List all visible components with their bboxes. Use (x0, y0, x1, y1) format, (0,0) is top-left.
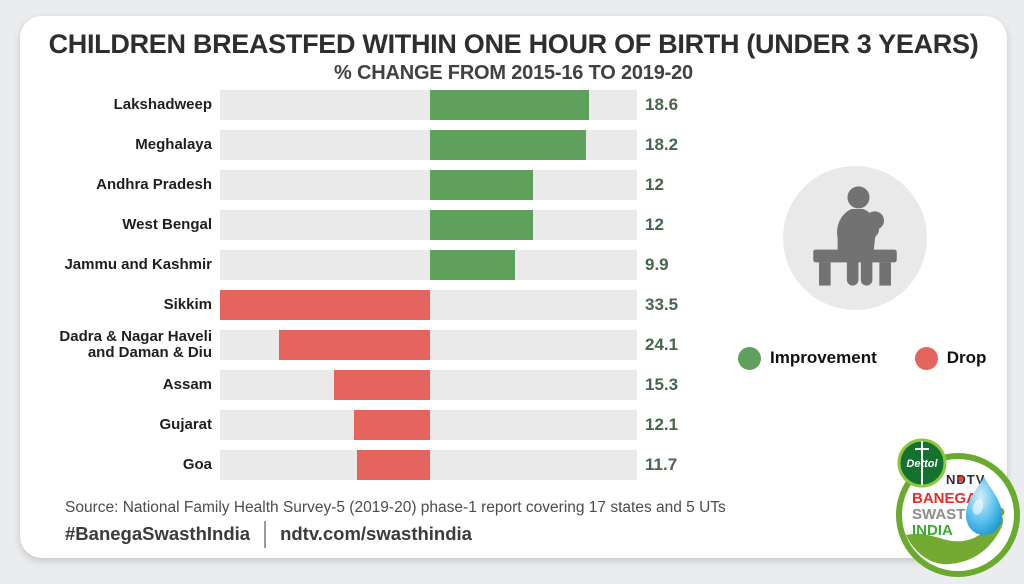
bar-track (220, 250, 637, 280)
legend-dot-drop (914, 346, 938, 370)
chart-row: Dadra & Nagar Haveli and Daman & Diu 24.1 (20, 328, 725, 368)
legend-label: Drop (946, 348, 987, 367)
infographic-card: CHILDREN BREASTFED WITHIN ONE HOUR OF BI… (20, 16, 1020, 577)
bar-chart: Lakshadweep 18.6 Meghalaya 18.2 Andhra Prade… (20, 88, 725, 488)
breastfeeding-icon (783, 166, 927, 310)
state-label: Sikkim (163, 296, 212, 314)
banega-swasth-india-logo: BANEGA SWASTH INDIA NDTV Dettol (886, 437, 1024, 579)
svg-text:INDIA: INDIA (912, 522, 953, 539)
state-label: Assam (162, 376, 212, 394)
svg-text:NDTV: NDTV (946, 472, 985, 487)
breastfeeding-icon-art (813, 186, 897, 286)
chart-row: Assam 15.3 (20, 368, 725, 408)
chart-row: Andhra Pradesh 12 (20, 168, 725, 208)
drop-bar (220, 290, 431, 320)
state-label: Jammu and Kashmir (64, 256, 212, 274)
bar-track (220, 130, 637, 160)
bar-track (220, 90, 637, 120)
drop-bar (334, 370, 431, 400)
value-label: 18.6 (645, 95, 679, 114)
chart-row: Sikkim 33.5 (20, 288, 725, 328)
improvement-bar (430, 170, 533, 200)
state-label: Lakshadweep (113, 96, 212, 114)
bar-track (220, 210, 637, 240)
value-label: 12 (645, 215, 664, 234)
value-label: 12.1 (645, 415, 679, 434)
chart-row: Gujarat 12.1 (20, 408, 725, 448)
chart-row: West Bengal 12 (20, 208, 725, 248)
bar-track (220, 450, 637, 480)
state-label: Goa (182, 456, 212, 474)
legend-dot-improvement (738, 346, 761, 370)
value-label: 9.9 (645, 255, 669, 274)
logo-art: BANEGA SWASTH INDIA NDTV Dettol (896, 438, 1020, 577)
state-label: Gujarat (159, 416, 212, 434)
chart-row: Meghalaya 18.2 (20, 128, 725, 168)
legend-label: Improvement (770, 348, 877, 367)
improvement-bar (430, 210, 533, 240)
chart-title: CHILDREN BREASTFED WITHIN ONE HOUR OF BI… (48, 29, 979, 59)
drop-bar (278, 330, 431, 360)
state-label: Dadra & Nagar Haveli and Daman & Diu (59, 328, 212, 361)
chart-subtitle: % CHANGE FROM 2015-16 TO 2019-20 (334, 62, 693, 84)
value-label: 33.5 (645, 295, 679, 314)
value-label: 12 (645, 175, 664, 194)
chart-row: Goa 11.7 (20, 448, 725, 488)
hashtag-text: #BanegaSwasthIndia (65, 523, 251, 544)
footer-links: #BanegaSwasthIndia ndtv.com/swasthindia (65, 518, 472, 550)
value-label: 15.3 (645, 375, 679, 394)
state-label: Andhra Pradesh (96, 176, 212, 194)
bar-track (220, 370, 637, 400)
footer-divider (264, 520, 267, 548)
chart-row: Jammu and Kashmir 9.9 (20, 248, 725, 288)
bar-track (220, 170, 637, 200)
bar-track (220, 330, 637, 360)
drop-bar (356, 450, 431, 480)
bar-track (220, 410, 637, 440)
improvement-bar (430, 90, 590, 120)
improvement-bar (430, 250, 515, 280)
chart-row: Lakshadweep 18.6 (20, 88, 725, 128)
drop-bar (354, 410, 431, 440)
svg-text:Dettol: Dettol (906, 458, 938, 470)
bar-rows: Lakshadweep 18.6 Meghalaya 18.2 Andhra Prade… (20, 88, 725, 488)
svg-text:BANEGA: BANEGA (912, 490, 977, 507)
svg-text:SWASTH: SWASTH (912, 506, 976, 523)
source-text: Source: National Family Health Survey-5 … (65, 499, 726, 516)
bar-track (220, 290, 637, 320)
website-url: ndtv.com/swasthindia (280, 523, 472, 544)
value-label: 18.2 (645, 135, 679, 154)
value-label: 11.7 (645, 455, 678, 474)
legend: Improvement Drop (738, 346, 1008, 370)
state-label: Meghalaya (135, 136, 212, 154)
value-label: 24.1 (645, 335, 679, 354)
state-label: West Bengal (122, 216, 212, 234)
improvement-bar (430, 130, 586, 160)
